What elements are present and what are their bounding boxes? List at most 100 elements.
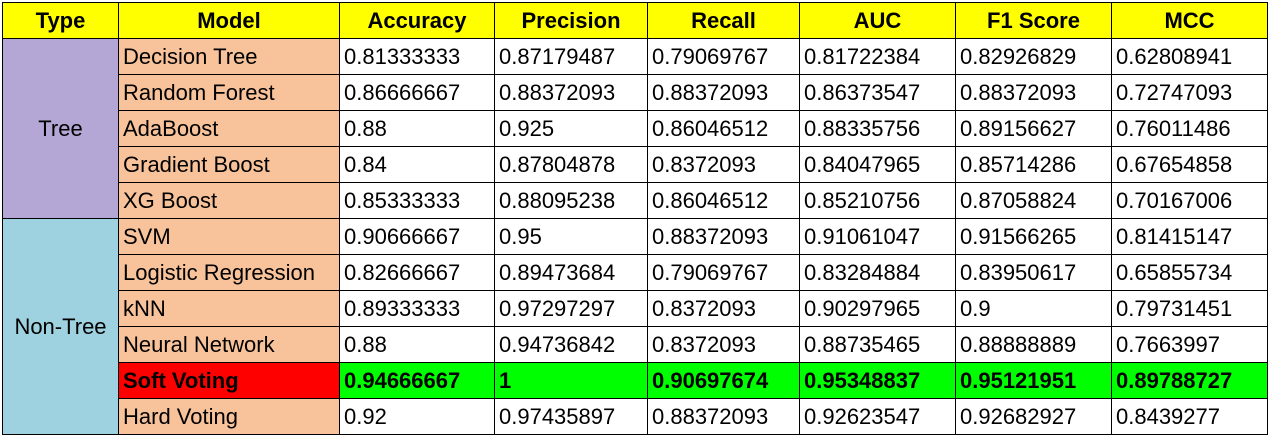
precision-cell: 0.88372093 [494,74,648,111]
precision-cell: 0.87179487 [494,38,648,75]
table-row: Neural Network 0.88 0.94736842 0.8372093 0.8… [3,326,1268,363]
table-row: kNN 0.89333333 0.97297297 0.8372093 0.902979… [3,290,1268,327]
f1-score-cell: 0.82926829 [955,38,1112,75]
mcc-cell: 0.89788727 [1111,362,1268,399]
accuracy-cell: 0.94666667 [339,362,495,399]
model-cell: Hard Voting [118,398,340,435]
auc-cell: 0.81722384 [799,38,956,75]
precision-cell: 0.89473684 [494,254,648,291]
auc-cell: 0.84047965 [799,146,956,183]
header-cell-f1: F1 Score [955,2,1112,39]
table-row: Gradient Boost 0.84 0.87804878 0.8372093 0.8… [3,146,1268,183]
auc-cell: 0.90297965 [799,290,956,327]
model-cell: Logistic Regression [118,254,340,291]
accuracy-cell: 0.92 [339,398,495,435]
mcc-cell: 0.7663997 [1111,326,1268,363]
model-cell: Soft Voting [118,362,340,399]
model-cell: Decision Tree [118,38,340,75]
mcc-cell: 0.72747093 [1111,74,1268,111]
table-row: AdaBoost 0.88 0.925 0.86046512 0.88335756 0.8… [3,110,1268,147]
recall-cell: 0.90697674 [647,362,800,399]
auc-cell: 0.88335756 [799,110,956,147]
auc-cell: 0.83284884 [799,254,956,291]
header-row: Type Model Accuracy Precision Recall AUC… [2,2,1268,39]
table-row: Random Forest 0.86666667 0.88372093 0.88372… [3,74,1268,111]
model-cell: Neural Network [118,326,340,363]
table-body: Tree Decision Tree 0.81333333 0.87179487 0.7… [2,38,1268,435]
precision-cell: 0.88095238 [494,182,648,219]
accuracy-cell: 0.89333333 [339,290,495,327]
f1-score-cell: 0.92682927 [955,398,1112,435]
table-row: Non-Tree SVM 0.90666667 0.95 0.88372093 0.910… [2,218,1268,435]
precision-cell: 0.97297297 [494,290,648,327]
accuracy-cell: 0.86666667 [339,74,495,111]
header-cell-recall: Recall [647,2,800,39]
mcc-cell: 0.76011486 [1111,110,1268,147]
recall-cell: 0.86046512 [647,182,800,219]
recall-cell: 0.88372093 [647,74,800,111]
mcc-cell: 0.81415147 [1111,218,1268,255]
table-row: Hard Voting 0.92 0.97435897 0.88372093 0.926… [3,398,1268,435]
model-cell: XG Boost [118,182,340,219]
recall-cell: 0.8372093 [647,146,800,183]
model-cell: AdaBoost [118,110,340,147]
mcc-cell: 0.8439277 [1111,398,1268,435]
recall-cell: 0.88372093 [647,218,800,255]
f1-score-cell: 0.88888889 [955,326,1112,363]
auc-cell: 0.86373547 [799,74,956,111]
recall-cell: 0.88372093 [647,398,800,435]
precision-cell: 0.95 [494,218,648,255]
precision-cell: 0.87804878 [494,146,648,183]
model-cell: Random Forest [118,74,340,111]
table-row: Tree Decision Tree 0.81333333 0.87179487 0.7… [2,38,1268,219]
table-row: Soft Voting 0.94666667 1 0.90697674 0.953488… [3,362,1268,399]
f1-score-cell: 0.91566265 [955,218,1112,255]
mcc-cell: 0.70167006 [1111,182,1268,219]
type-cell: Tree [2,38,119,219]
header-cell-precision: Precision [494,2,648,39]
type-cell: Non-Tree [2,218,119,435]
mcc-cell: 0.62808941 [1111,38,1268,75]
accuracy-cell: 0.81333333 [339,38,495,75]
model-cell: Gradient Boost [118,146,340,183]
accuracy-cell: 0.90666667 [339,218,495,255]
model-cell: SVM [118,218,340,255]
table-row: Logistic Regression 0.82666667 0.89473684 0… [3,254,1268,291]
auc-cell: 0.91061047 [799,218,956,255]
mcc-cell: 0.67654858 [1111,146,1268,183]
model-cell: kNN [118,290,340,327]
auc-cell: 0.88735465 [799,326,956,363]
accuracy-cell: 0.85333333 [339,182,495,219]
recall-cell: 0.86046512 [647,110,800,147]
f1-score-cell: 0.9 [955,290,1112,327]
recall-cell: 0.79069767 [647,38,800,75]
recall-cell: 0.8372093 [647,326,800,363]
accuracy-cell: 0.82666667 [339,254,495,291]
header-cell-model: Model [118,2,340,39]
accuracy-cell: 0.88 [339,326,495,363]
results-table: Type Model Accuracy Precision Recall AUC… [2,2,1268,435]
precision-cell: 0.97435897 [494,398,648,435]
header-cell-accuracy: Accuracy [339,2,495,39]
auc-cell: 0.95348837 [799,362,956,399]
f1-score-cell: 0.88372093 [955,74,1112,111]
mcc-cell: 0.79731451 [1111,290,1268,327]
precision-cell: 0.94736842 [494,326,648,363]
f1-score-cell: 0.83950617 [955,254,1112,291]
accuracy-cell: 0.88 [339,110,495,147]
precision-cell: 1 [494,362,648,399]
f1-score-cell: 0.87058824 [955,182,1112,219]
auc-cell: 0.92623547 [799,398,956,435]
f1-score-cell: 0.95121951 [955,362,1112,399]
f1-score-cell: 0.89156627 [955,110,1112,147]
header-cell-mcc: MCC [1111,2,1268,39]
header-cell-auc: AUC [799,2,956,39]
table-row: XG Boost 0.85333333 0.88095238 0.86046512 0.… [3,182,1268,219]
recall-cell: 0.79069767 [647,254,800,291]
mcc-cell: 0.65855734 [1111,254,1268,291]
precision-cell: 0.925 [494,110,648,147]
accuracy-cell: 0.84 [339,146,495,183]
auc-cell: 0.85210756 [799,182,956,219]
header-cell-type: Type [2,2,119,39]
f1-score-cell: 0.85714286 [955,146,1112,183]
